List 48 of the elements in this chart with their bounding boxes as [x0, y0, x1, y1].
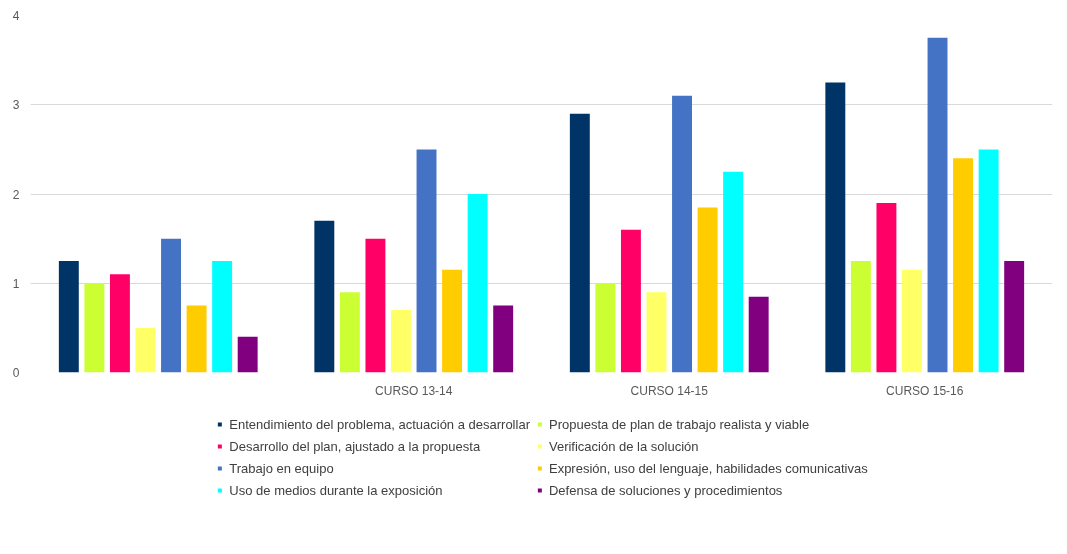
bar: [442, 269, 463, 373]
bar: [58, 260, 79, 373]
bar: [978, 149, 999, 373]
bar: [135, 327, 156, 373]
bar: [672, 95, 692, 373]
bar: [365, 238, 386, 373]
y-tick-label: 1: [12, 276, 20, 291]
bar: [697, 207, 718, 373]
bar: [723, 171, 744, 373]
bar: [595, 283, 616, 373]
bar: [186, 305, 207, 373]
bar: [927, 37, 948, 373]
bar: [237, 336, 258, 373]
legend-label: Defensa de soluciones y procedimientos: [548, 481, 783, 499]
bar: [646, 292, 667, 373]
legend-label: Verificación de la solución: [548, 437, 699, 455]
bar: [1004, 260, 1025, 373]
bar: [84, 283, 105, 373]
legend-label: Propuesta de plan de trabajo realista y viable: [548, 415, 810, 433]
bar: [902, 269, 922, 373]
legend-label: Desarrollo del plan, ajustado a la propuesta: [229, 437, 481, 455]
legend-label: Expresión, uso del lenguaje, habilidades comunicativas: [548, 459, 868, 477]
y-tick-label: 2: [12, 187, 20, 202]
bar: [467, 194, 488, 373]
bar: [416, 149, 437, 373]
bar: [620, 229, 641, 373]
x-tick-label: CURSO 13-14: [375, 383, 453, 398]
y-tick-label: 4: [12, 9, 20, 23]
bar: [953, 158, 974, 373]
y-tick-label: 3: [12, 98, 20, 113]
bar: [569, 113, 590, 373]
y-tick-label: 0: [12, 366, 20, 380]
bar: [493, 305, 514, 373]
legend-label: Entendimiento del problema, actuación a desarrollar: [229, 415, 530, 433]
bar: [109, 274, 130, 373]
bar: [314, 220, 335, 373]
bar: [161, 238, 181, 373]
bar: [391, 310, 411, 373]
bar: [212, 260, 233, 373]
bar: [748, 296, 769, 373]
bar: [339, 292, 360, 373]
legend-label: Uso de medios durante la exposición: [229, 481, 443, 499]
bar: [825, 82, 846, 373]
legend-label: Trabajo en equipo: [229, 459, 334, 477]
bar: [850, 260, 871, 373]
x-tick-label: CURSO 15-16: [886, 383, 964, 398]
x-tick-label: CURSO 14-15: [630, 383, 709, 398]
bar: [876, 202, 897, 373]
